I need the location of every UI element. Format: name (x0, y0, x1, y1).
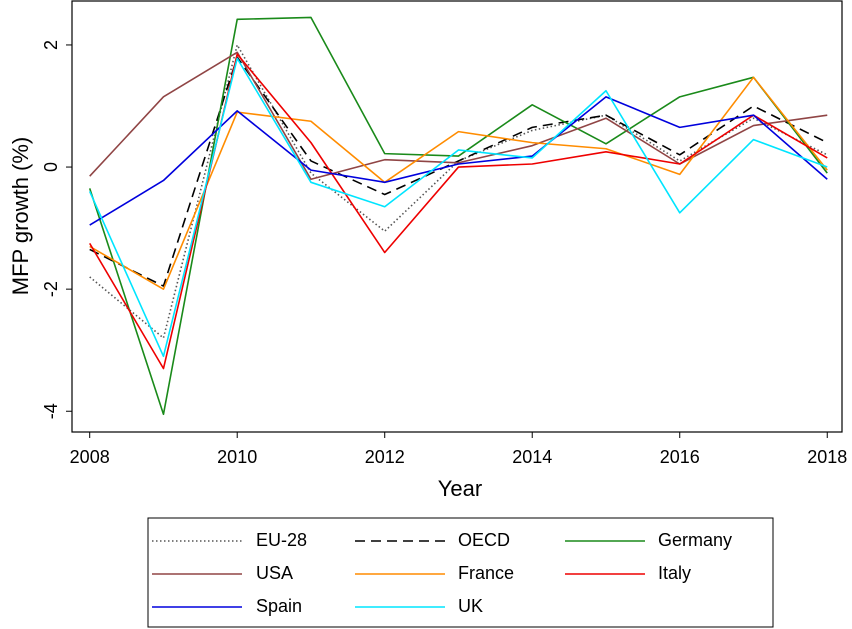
legend-label: Italy (658, 563, 691, 583)
series-line (89, 76, 828, 290)
legend-label: Germany (658, 530, 732, 550)
legend-label: EU-28 (256, 530, 307, 550)
series-line (89, 51, 828, 181)
plot-frame (71, 0, 843, 433)
y-tick-label: 0 (41, 162, 61, 172)
series-line (88, 57, 828, 358)
y-tick-label: -2 (41, 281, 61, 297)
y-axis-title: MFP growth (%) (8, 137, 33, 296)
x-tick-label: 2012 (365, 447, 405, 467)
series-line (89, 96, 828, 226)
series-line (89, 53, 828, 370)
y-tick-label: 2 (41, 40, 61, 50)
x-tick-label: 2018 (807, 447, 847, 467)
x-tick-label: 2008 (70, 447, 110, 467)
legend-label: UK (458, 596, 483, 616)
y-tick-label: -4 (41, 403, 61, 419)
legend-label: Spain (256, 596, 302, 616)
series-line (89, 56, 828, 287)
x-tick-label: 2010 (217, 447, 257, 467)
series-line (88, 16, 828, 416)
x-tick-label: 2016 (660, 447, 700, 467)
legend-label: France (458, 563, 514, 583)
legend-box (147, 517, 774, 628)
x-tick-label: 2014 (512, 447, 552, 467)
series-line (89, 44, 828, 339)
legend-label: OECD (458, 530, 510, 550)
x-axis-title: Year (438, 476, 482, 501)
legend-label: USA (256, 563, 293, 583)
